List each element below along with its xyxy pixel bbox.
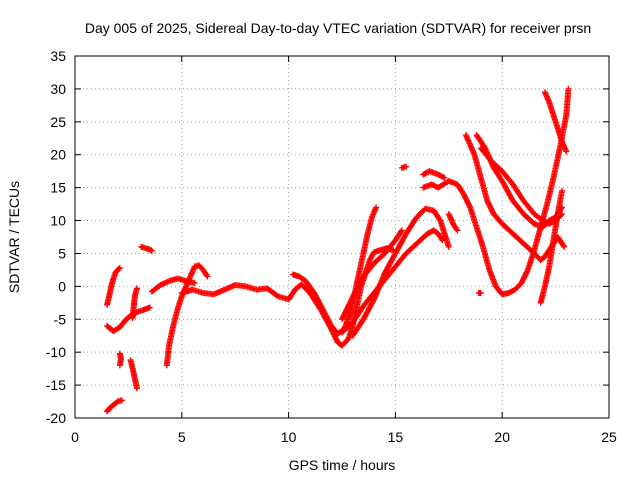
x-tick-label: 25: [601, 429, 617, 445]
axis-ticks: [74, 55, 610, 419]
x-tick-label: 5: [178, 429, 186, 445]
data-point: [373, 204, 380, 211]
chart-title: Day 005 of 2025, Sidereal Day-to-day VTE…: [85, 20, 591, 36]
series-trace-17: [420, 85, 572, 298]
y-tick-label: 20: [50, 147, 66, 163]
data-point: [565, 85, 572, 92]
series-trace-9: [163, 262, 211, 369]
series-trace-18: [445, 210, 461, 234]
y-tick-label: -10: [46, 344, 66, 360]
y-tick-label: 30: [50, 81, 66, 97]
data-point: [118, 397, 125, 404]
plot-frame: [74, 55, 610, 419]
data-point: [454, 227, 461, 234]
data-point: [563, 148, 570, 155]
x-tick-label: 20: [494, 429, 510, 445]
x-tick-label: 0: [71, 429, 79, 445]
y-tick-label: 0: [58, 278, 66, 294]
x-tick-label: 10: [281, 429, 297, 445]
data-point: [561, 243, 568, 250]
y-axis-label: SDTVAR / TECUs: [6, 181, 22, 293]
series-trace-22: [537, 187, 566, 306]
series-trace-7: [138, 243, 155, 254]
data-point: [370, 297, 377, 304]
data-point: [273, 292, 280, 299]
data-point: [477, 289, 484, 296]
data-point: [453, 226, 460, 233]
series-trace-12: [339, 227, 405, 323]
data-point: [440, 174, 447, 181]
x-axis-label: GPS time / hours: [289, 457, 396, 473]
y-tick-label: 35: [50, 48, 66, 64]
data-points: [104, 85, 572, 415]
data-point: [436, 216, 443, 223]
series-trace-15: [398, 163, 410, 171]
series-trace-23: [541, 89, 570, 155]
series-trace-2: [104, 264, 123, 308]
data-point: [398, 227, 405, 234]
data-point: [439, 237, 446, 244]
y-tick-label: -5: [54, 311, 67, 327]
x-tick-labels: 0 5 10 15 20 25: [71, 429, 617, 445]
y-tick-label: -15: [46, 377, 66, 393]
x-tick-label: 15: [388, 429, 404, 445]
y-tick-label: 10: [50, 213, 66, 229]
data-point: [445, 243, 452, 250]
data-point: [133, 285, 140, 292]
data-point: [560, 242, 567, 249]
series-trace-14: [349, 205, 452, 339]
data-point: [203, 272, 210, 279]
series-trace-21: [477, 145, 566, 227]
data-point: [403, 163, 410, 170]
data-point: [398, 228, 405, 235]
data-point: [133, 385, 140, 392]
data-point: [146, 304, 153, 311]
series-trace-24: [475, 289, 484, 296]
series-trace-6: [129, 285, 140, 321]
series-trace-16: [420, 168, 448, 181]
data-point: [147, 247, 154, 254]
data-point: [191, 280, 198, 287]
y-tick-label: 5: [58, 245, 66, 261]
data-point: [115, 265, 122, 272]
series-trace-4: [116, 350, 124, 369]
y-tick-labels: -20 -15 -10 -5 0 5 10 15 20 25 30 35: [46, 48, 66, 426]
y-tick-label: 25: [50, 114, 66, 130]
gridlines: [75, 56, 609, 418]
data-point: [204, 273, 211, 280]
data-point: [148, 247, 155, 254]
data-point: [441, 174, 448, 181]
data-point: [559, 187, 566, 194]
y-tick-label: -20: [46, 410, 66, 426]
series-trace-5: [127, 357, 140, 392]
data-point: [116, 264, 123, 271]
series-trace-8: [148, 275, 198, 295]
y-tick-label: 15: [50, 180, 66, 196]
series-trace-3: [104, 397, 125, 415]
data-point: [116, 362, 123, 369]
